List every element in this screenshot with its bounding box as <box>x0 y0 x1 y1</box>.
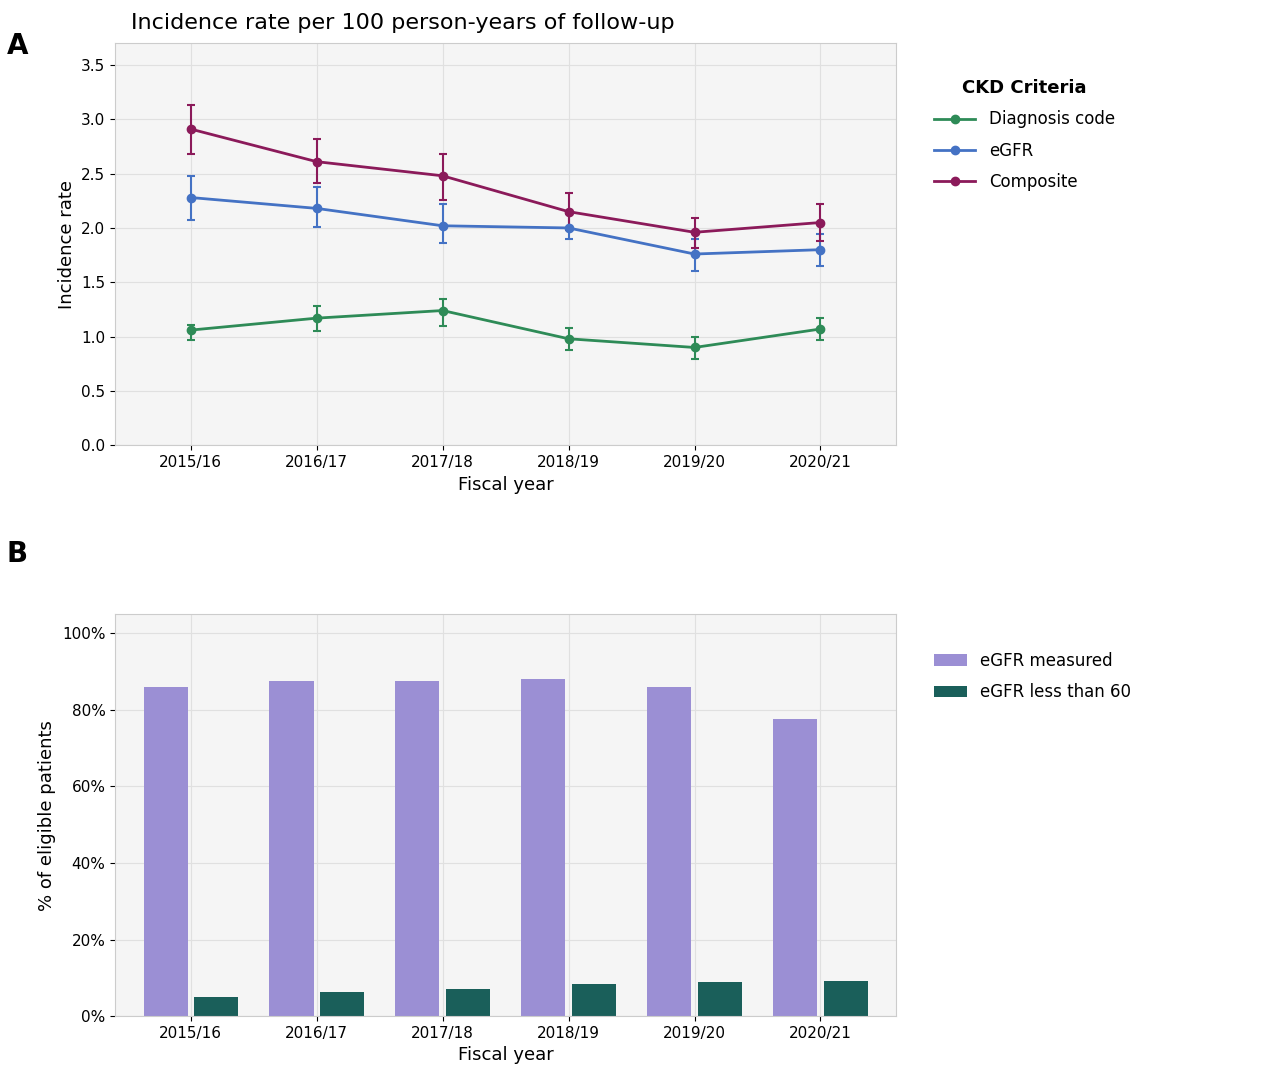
Bar <box>823 982 868 1016</box>
X-axis label: Fiscal year: Fiscal year <box>458 476 553 494</box>
Legend: Diagnosis code, eGFR, Composite: Diagnosis code, eGFR, Composite <box>918 63 1132 208</box>
Bar <box>698 983 741 1016</box>
Legend: eGFR measured, eGFR less than 60: eGFR measured, eGFR less than 60 <box>918 636 1148 718</box>
Text: Incidence rate per 100 person-years of follow-up: Incidence rate per 100 person-years of f… <box>131 13 675 34</box>
Bar <box>572 985 616 1016</box>
X-axis label: Fiscal year: Fiscal year <box>458 1046 553 1065</box>
Bar <box>445 988 490 1016</box>
Bar <box>143 686 188 1016</box>
Y-axis label: % of eligible patients: % of eligible patients <box>38 720 56 910</box>
Bar <box>193 997 238 1016</box>
Text: A: A <box>6 32 28 61</box>
Bar <box>648 686 691 1016</box>
Text: B: B <box>6 540 28 569</box>
Bar <box>521 679 566 1016</box>
Y-axis label: Incidence rate: Incidence rate <box>58 179 76 309</box>
Bar <box>270 681 314 1016</box>
Bar <box>773 720 818 1016</box>
Bar <box>320 992 364 1016</box>
Bar <box>396 681 439 1016</box>
